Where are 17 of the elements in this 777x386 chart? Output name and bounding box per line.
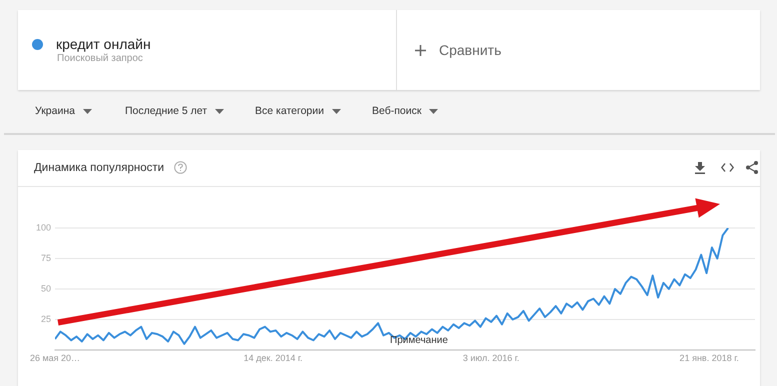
y-tick-label: 50: [40, 283, 51, 294]
y-tick-label: 100: [36, 222, 51, 232]
x-tick-label: 21 янв. 2018 г.: [680, 352, 739, 363]
text: Поисковый запрос: [57, 53, 143, 64]
x-tick-label: 14 дек. 2014 г.: [244, 352, 303, 363]
text: Украина: [35, 105, 76, 117]
chart-title: Динамика популярности: [34, 161, 166, 174]
legend-label: кредит онлайн: [56, 36, 151, 52]
text: Все категории: [255, 105, 325, 117]
x-tick-label: 26 мая 20…: [30, 352, 80, 363]
text: Веб-поиск: [372, 105, 422, 117]
x-tick-label: 3 июл. 2016 г.: [462, 352, 520, 363]
text: Сравнить: [438, 42, 502, 58]
annotation: Примечание: [390, 335, 448, 346]
y-tick-label: 25: [40, 314, 51, 324]
y-tick-label: 75: [40, 252, 51, 263]
text: Последние 5 лет: [125, 105, 208, 117]
